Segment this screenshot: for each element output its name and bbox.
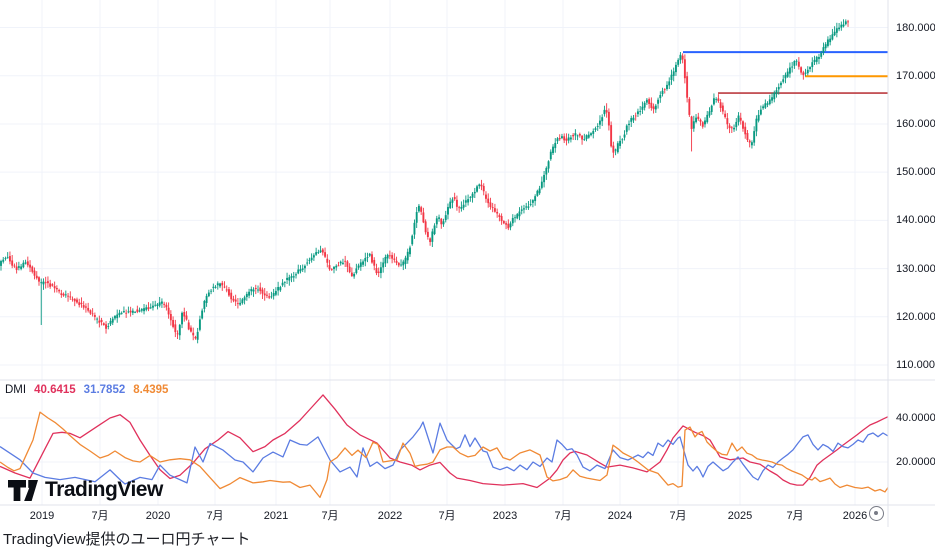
price-axis-label: 180.000 [896, 21, 935, 34]
time-axis-label: 7月 [206, 510, 224, 522]
dmi-adx-value: 40.6415 [34, 384, 76, 396]
dmi-line-ADX [0, 394, 888, 489]
time-axis-label: 7月 [438, 510, 456, 522]
price-axis-label: 120.000 [896, 310, 935, 323]
dmi-axis-label: 40.0000 [896, 412, 935, 424]
price-axis-label: 160.000 [896, 117, 935, 130]
chart-caption: TradingView提供のユーロ円チャート [3, 531, 251, 548]
candlestick-series [0, 19, 849, 344]
price-axis-label: 110.000 [896, 359, 935, 371]
tradingview-logo-icon [8, 479, 38, 502]
time-axis-label: 2019 [29, 510, 55, 522]
dmi-axis-label: 20.0000 [896, 456, 935, 468]
tradingview-logo-text: TradingView [45, 478, 163, 501]
time-axis-label: 7月 [554, 510, 572, 522]
price-axis-label: 140.000 [896, 214, 935, 227]
time-axis[interactable]: 2019 7月 2020 7月 2021 7月 2022 7月 2023 7月 2024 7月 2025… [0, 505, 888, 527]
time-axis-label: 2021 [263, 510, 289, 522]
price-axis[interactable]: 180.000 170.000 160.000 150.000 140.000 130.0… [888, 0, 935, 505]
dmi-line-+DI [0, 421, 888, 485]
dmi-line--DI [0, 411, 888, 499]
time-axis-label: 2022 [377, 510, 403, 522]
time-axis-label: 2023 [492, 510, 518, 522]
drawn-horizontal-lines[interactable] [683, 51, 888, 94]
price-axis-label: 150.000 [896, 166, 935, 179]
dmi-plus-di-value: 31.7852 [83, 384, 126, 396]
time-axis-label: 7月 [669, 510, 687, 522]
dmi-legend[interactable]: DMI 40.6415 31.7852 8.4395 [5, 384, 168, 396]
dmi-indicator-label: DMI [5, 384, 27, 396]
dmi-minus-di-value: 8.4395 [133, 384, 169, 396]
tradingview-logo-link[interactable]: TradingView [8, 478, 163, 502]
settings-icon-dot [874, 511, 879, 516]
time-axis-label: 2024 [607, 510, 633, 522]
time-axis-label: 2025 [727, 510, 753, 522]
pane-separators [0, 0, 935, 527]
price-axis-label: 170.000 [896, 69, 935, 82]
time-axis-label: 2026 [842, 510, 868, 522]
time-axis-label: 7月 [321, 510, 339, 522]
time-axis-label: 7月 [91, 510, 109, 522]
instrument-settings-icon[interactable] [869, 506, 884, 521]
gridlines [0, 0, 888, 505]
time-axis-label: 7月 [786, 510, 804, 522]
dmi-indicator-lines [0, 394, 888, 499]
price-axis-label: 130.000 [896, 262, 935, 275]
time-axis-label: 2020 [145, 510, 171, 522]
